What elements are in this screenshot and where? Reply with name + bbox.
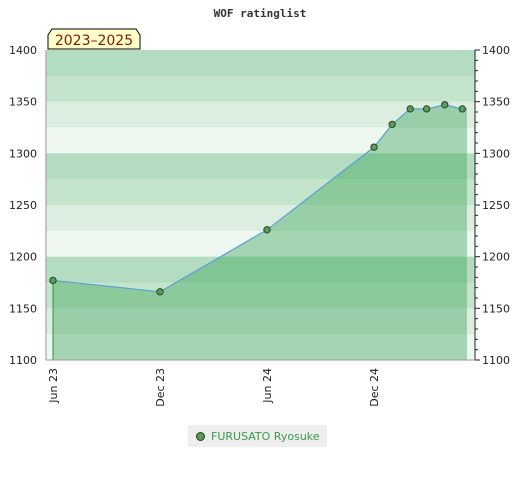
y-tick-label-left: 1100	[9, 354, 37, 367]
x-tick-label: Jun 23	[47, 368, 60, 404]
grid-band	[46, 256, 475, 283]
area-fill	[53, 104, 467, 361]
data-point	[49, 276, 57, 285]
legend[interactable]: FURUSATO Ryosuke	[188, 425, 327, 447]
y-tick-label-left: 1400	[9, 44, 37, 57]
data-point	[263, 226, 271, 234]
x-tick-label: Dec 23	[154, 368, 167, 407]
grid-band	[46, 75, 475, 103]
y-tick-label-left: 1350	[9, 96, 37, 109]
y-tick-label-left: 1150	[9, 302, 37, 315]
grid-band	[46, 334, 475, 361]
x-tick-label: Dec 24	[368, 368, 381, 407]
grid-band	[46, 205, 475, 232]
y-tick-label-left: 1200	[9, 251, 37, 264]
data-point	[441, 101, 449, 109]
period-badge: 2023–2025	[47, 28, 141, 50]
series-line	[52, 104, 467, 293]
y-tick-label-left: 1300	[9, 147, 37, 160]
grid-band	[46, 50, 475, 77]
y-tick-label-right: 1400	[482, 44, 510, 57]
data-point	[458, 105, 466, 113]
data-point	[156, 288, 164, 296]
data-point	[370, 143, 378, 151]
grid-band	[46, 179, 475, 206]
grid-band	[46, 230, 475, 258]
legend-marker-icon	[196, 431, 205, 441]
y-tick-label-right: 1300	[482, 147, 510, 160]
y-tick-label-right: 1200	[482, 251, 510, 264]
period-badge-label: 2023–2025	[55, 33, 133, 49]
y-tick-label-right: 1350	[482, 96, 510, 109]
data-point	[422, 105, 431, 113]
data-point	[406, 105, 414, 113]
y-tick-label-right: 1100	[482, 354, 510, 367]
y-tick-label-right: 1150	[482, 302, 510, 315]
grid-band	[46, 127, 475, 154]
chart-title: WOF ratinglist	[214, 7, 307, 20]
x-tick-label: Jun 24	[261, 368, 274, 404]
y-tick-label-left: 1250	[9, 199, 37, 212]
grid-band	[46, 308, 475, 335]
data-point	[388, 120, 396, 129]
legend-series-name: FURUSATO Ryosuke	[211, 429, 320, 443]
grid-band	[46, 153, 475, 180]
y-tick-label-right: 1250	[482, 199, 510, 212]
